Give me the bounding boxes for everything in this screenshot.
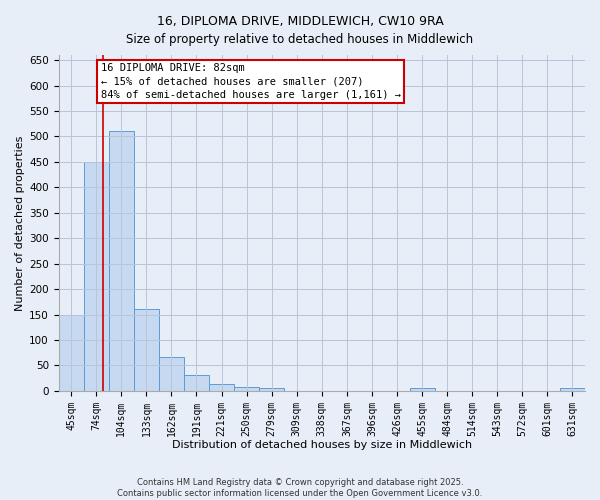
Text: Contains HM Land Registry data © Crown copyright and database right 2025.
Contai: Contains HM Land Registry data © Crown c…	[118, 478, 482, 498]
Bar	[410, 388, 434, 391]
Bar	[259, 388, 284, 391]
X-axis label: Distribution of detached houses by size in Middlewich: Distribution of detached houses by size …	[172, 440, 472, 450]
Bar	[134, 310, 159, 391]
Bar	[209, 384, 234, 391]
Text: Size of property relative to detached houses in Middlewich: Size of property relative to detached ho…	[127, 32, 473, 46]
Y-axis label: Number of detached properties: Number of detached properties	[15, 135, 25, 310]
Bar	[184, 374, 209, 391]
Bar	[59, 314, 84, 391]
Text: 16, DIPLOMA DRIVE, MIDDLEWICH, CW10 9RA: 16, DIPLOMA DRIVE, MIDDLEWICH, CW10 9RA	[157, 15, 443, 28]
Bar	[234, 387, 259, 391]
Bar	[560, 388, 585, 391]
Text: 16 DIPLOMA DRIVE: 82sqm
← 15% of detached houses are smaller (207)
84% of semi-d: 16 DIPLOMA DRIVE: 82sqm ← 15% of detache…	[101, 64, 401, 100]
Bar	[159, 357, 184, 391]
Bar	[109, 132, 134, 391]
Bar	[84, 162, 109, 391]
